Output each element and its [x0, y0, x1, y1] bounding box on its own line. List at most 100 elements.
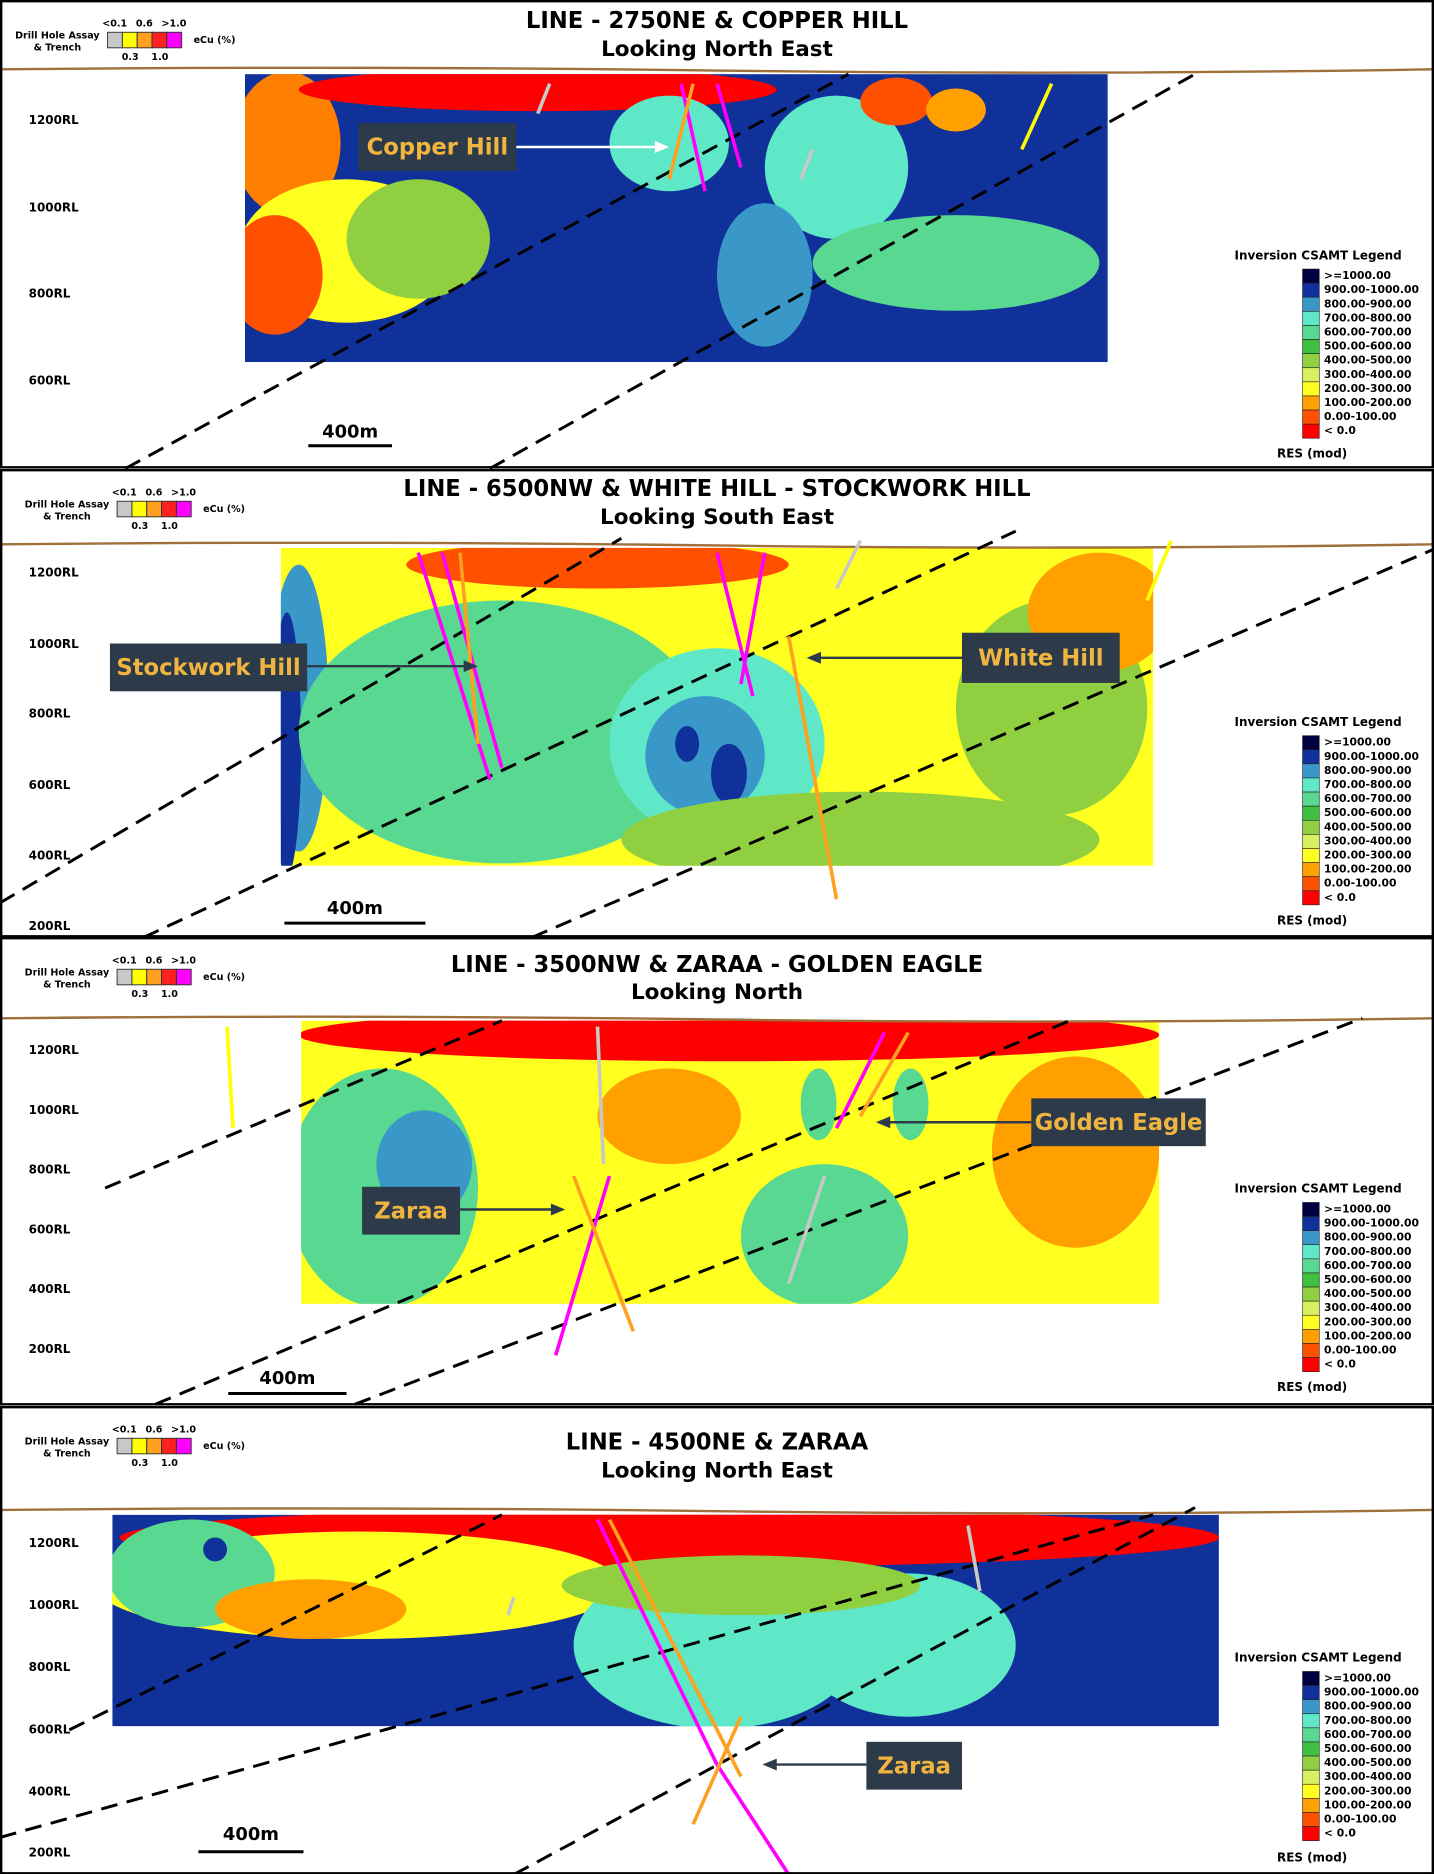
csamt-label: 500.00-600.00	[1324, 1273, 1411, 1286]
resistivity-zone	[717, 203, 813, 347]
drill-hole	[798, 148, 815, 180]
drill-hole	[834, 1031, 886, 1130]
fault-line	[68, 1512, 503, 1731]
arrow-head	[875, 1116, 891, 1129]
csamt-label: 0.00-100.00	[1324, 410, 1396, 423]
annotation-label: Zaraa	[877, 1753, 951, 1779]
csamt-label: 900.00-1000.00	[1324, 749, 1419, 762]
annotation-label: Zaraa	[374, 1198, 448, 1224]
assay-swatch	[175, 968, 192, 986]
csamt-label: < 0.0	[1324, 424, 1356, 437]
assay-label: <0.1	[102, 18, 127, 29]
csamt-swatch	[1302, 1698, 1320, 1714]
rl-label: 800RL	[29, 706, 71, 720]
scale-label: 400m	[322, 422, 378, 443]
assay-label: >1.0	[171, 955, 196, 966]
csamt-label: 300.00-400.00	[1324, 1301, 1411, 1314]
section-panel: LINE - 3500NW & ZARAA - GOLDEN EAGLELook…	[0, 937, 1434, 1406]
resistivity-zone	[991, 1056, 1160, 1248]
fault-line	[104, 1019, 503, 1190]
assay-label: <0.1	[112, 1424, 137, 1435]
csamt-swatch	[1302, 1258, 1320, 1274]
scale-label: 400m	[223, 1824, 279, 1845]
drill-hole	[786, 635, 839, 900]
csamt-label: 300.00-400.00	[1324, 1770, 1411, 1783]
csamt-legend-title: Inversion CSAMT Legend	[1235, 714, 1402, 728]
annotation-box	[109, 642, 308, 691]
drill-hole	[458, 551, 480, 744]
panel-border	[0, 468, 1434, 937]
rl-label: 800RL	[29, 1660, 71, 1674]
fault-line	[531, 547, 1434, 937]
csamt-swatch	[1302, 1741, 1320, 1756]
csamt-swatch	[1302, 367, 1320, 383]
annotation-box	[1031, 1098, 1206, 1147]
csamt-label: 100.00-200.00	[1324, 396, 1411, 409]
assay-legend-title: Drill Hole Assay	[25, 967, 110, 978]
assay-label: <0.1	[112, 955, 137, 966]
csamt-swatch	[1302, 763, 1320, 778]
assay-swatch	[146, 1437, 163, 1454]
csamt-section	[112, 1514, 1219, 1726]
annotation-label: Stockwork Hill	[116, 655, 300, 681]
csamt-label: 700.00-800.00	[1324, 1245, 1411, 1258]
csamt-swatch	[1302, 1244, 1320, 1260]
section-subtitle: Looking North East	[601, 1458, 833, 1483]
rl-label: 200RL	[29, 919, 71, 933]
arrow-head	[463, 659, 478, 672]
topography	[0, 1506, 1434, 1514]
resistivity-zone	[406, 547, 789, 589]
rl-label: 1200RL	[29, 1043, 79, 1057]
arrow-head	[654, 141, 670, 153]
csamt-label: 100.00-200.00	[1324, 1329, 1411, 1342]
arrow-head	[550, 1203, 566, 1216]
csamt-swatch	[1302, 1216, 1320, 1231]
csamt-swatch	[1302, 325, 1320, 340]
drill-hole	[536, 82, 552, 115]
annotation-box	[362, 1186, 461, 1235]
csamt-label: 200.00-300.00	[1324, 1784, 1411, 1797]
csamt-section	[301, 1020, 1160, 1304]
assay-legend-title: & Trench	[43, 1448, 91, 1459]
assay-label: 0.6	[145, 1424, 162, 1435]
csamt-swatch	[1302, 1684, 1320, 1700]
rl-label: 600RL	[29, 374, 71, 388]
rl-label: 1200RL	[29, 113, 79, 127]
csamt-label: 700.00-800.00	[1324, 1713, 1411, 1726]
csamt-swatch	[1302, 282, 1320, 298]
csamt-label: 800.00-900.00	[1324, 1699, 1411, 1712]
csamt-label: 600.00-700.00	[1324, 1727, 1411, 1740]
csamt-swatch	[1302, 1286, 1320, 1302]
resistivity-zone	[764, 95, 909, 240]
panel-border	[0, 937, 1434, 1406]
csamt-swatch	[1302, 339, 1320, 354]
assay-label: 1.0	[161, 989, 178, 1000]
csamt-label: 400.00-500.00	[1324, 820, 1411, 833]
scale-label: 400m	[327, 897, 383, 918]
csamt-label: 600.00-700.00	[1324, 325, 1411, 338]
resistivity-zone	[298, 74, 777, 112]
rl-label: 400RL	[29, 848, 71, 862]
drill-hole	[739, 551, 767, 684]
assay-swatch	[116, 968, 133, 986]
drill-hole	[691, 1715, 743, 1825]
fault-line	[142, 529, 1017, 937]
panel-border	[0, 1405, 1434, 1874]
csamt-label: >=1000.00	[1324, 735, 1391, 748]
csamt-swatch	[1302, 889, 1320, 905]
csamt-label: 0.00-100.00	[1324, 1812, 1396, 1825]
annotation-box	[866, 1741, 962, 1790]
assay-label: 1.0	[151, 52, 168, 63]
csamt-swatch	[1302, 1202, 1320, 1217]
assay-label: 0.6	[136, 18, 153, 29]
csamt-section	[280, 547, 1154, 866]
annotation-box	[358, 123, 517, 171]
csamt-label: < 0.0	[1324, 1358, 1356, 1371]
drill-hole	[858, 1031, 910, 1118]
drill-hole	[595, 1026, 606, 1165]
assay-swatch	[121, 31, 138, 49]
assay-legend-title: Drill Hole Assay	[25, 499, 110, 510]
assay-label: 1.0	[161, 520, 178, 531]
assay-label: 0.3	[131, 989, 148, 1000]
rl-label: 800RL	[29, 1163, 71, 1177]
